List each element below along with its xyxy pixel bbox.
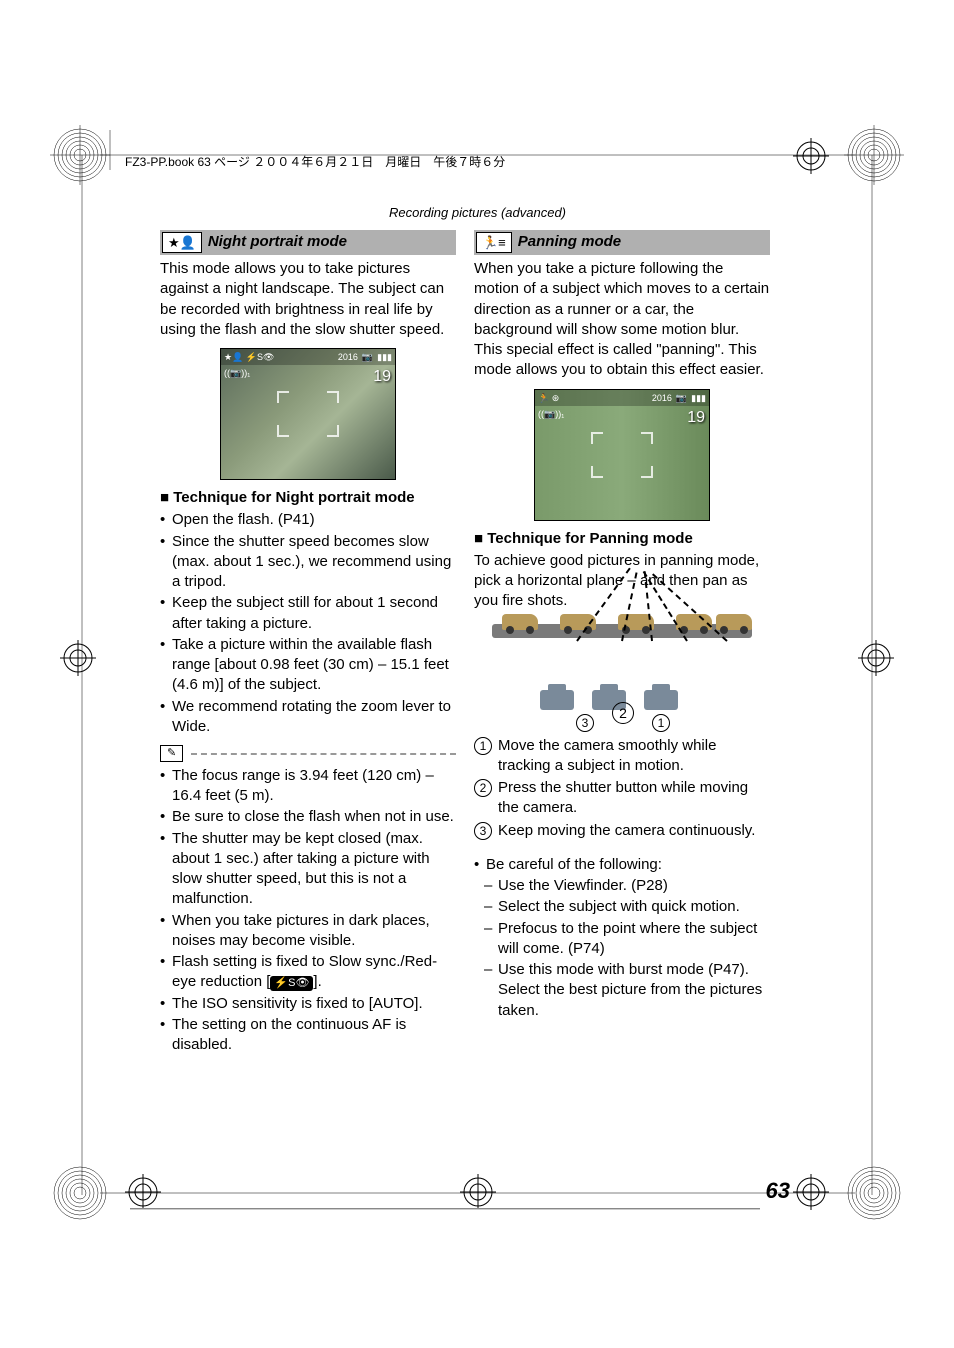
panning-photo: 🏃 ⊛ 2016 📷 ▮▮▮ ((📷))₁ 19 (534, 389, 710, 521)
panning-header: 🏃≡ Panning mode (474, 230, 770, 256)
panning-technique-intro: To achieve good pictures in panning mode… (474, 551, 770, 612)
night-technique-list: •Open the flash. (P41) •Since the shutte… (160, 510, 456, 737)
tech-item: Keep the subject still for about 1 secon… (172, 593, 456, 634)
careful-item: Use this mode with burst mode (P47). Sel… (498, 960, 770, 1021)
step-num: 3 (474, 822, 492, 840)
night-technique-heading: Technique for Night portrait mode (160, 488, 456, 508)
osd-count: 19 (373, 366, 391, 388)
note-item: The ISO sensitivity is fixed to [AUTO]. (172, 994, 456, 1014)
panning-numbered-list: 1 Move the camera smoothly while tracking… (474, 736, 770, 841)
diagram-num-3: 3 (576, 714, 594, 732)
panning-intro: When you take a picture following the mo… (474, 259, 770, 381)
panning-technique-heading: Technique for Panning mode (474, 529, 770, 549)
panning-title: Panning mode (518, 232, 621, 252)
step-num: 2 (474, 779, 492, 797)
osd-stab: ((📷))₁ (224, 367, 250, 379)
right-column: 🏃≡ Panning mode When you take a picture … (474, 230, 770, 1057)
note-item: The focus range is 3.94 feet (120 cm) – … (172, 766, 456, 807)
two-columns: ★👤 Night portrait mode This mode allows … (65, 230, 890, 1057)
tech-item: Take a picture within the available flas… (172, 635, 456, 696)
night-portrait-photo: ★👤 ⚡S👁 2016 📷 ▮▮▮ ((📷))₁ 19 (220, 348, 396, 480)
osd-battery: ▮▮▮ (691, 392, 706, 404)
photo-osd-top: 🏃 ⊛ 2016 📷 ▮▮▮ (535, 390, 709, 406)
note-divider: ✎ (160, 745, 456, 762)
osd-battery: ▮▮▮ (377, 351, 392, 363)
step-text: Press the shutter button while moving th… (498, 778, 770, 819)
night-portrait-title: Night portrait mode (208, 232, 347, 252)
osd-count: 19 (687, 407, 705, 429)
careful-item: Prefocus to the point where the subject … (498, 919, 770, 960)
careful-list: –Use the Viewfinder. (P28) –Select the s… (474, 876, 770, 1021)
note-item: The setting on the continuous AF is disa… (172, 1015, 456, 1056)
page-number: 63 (766, 1176, 790, 1206)
panning-diagram: 1 2 3 (492, 618, 752, 728)
photo-osd-top: ★👤 ⚡S👁 2016 📷 ▮▮▮ (221, 349, 395, 365)
night-portrait-header: ★👤 Night portrait mode (160, 230, 456, 256)
osd-rec-icon: 📷 (362, 351, 373, 363)
careful-item: Use the Viewfinder. (P28) (498, 876, 668, 896)
step-text: Keep moving the camera continuously. (498, 821, 755, 841)
note-icon: ✎ (160, 745, 183, 762)
diagram-num-2: 2 (612, 702, 634, 724)
panning-icon: 🏃≡ (476, 232, 512, 254)
book-header-line: FZ3-PP.book 63 ページ ２００４年６月２１日 月曜日 午後７時６分 (125, 154, 505, 170)
osd-rec-icon: 📷 (676, 392, 687, 404)
night-notes-list: •The focus range is 3.94 feet (120 cm) –… (160, 766, 456, 1056)
section-label: Recording pictures (advanced) (65, 204, 890, 222)
osd-left-icons: ★👤 ⚡S👁 (224, 351, 274, 363)
left-column: ★👤 Night portrait mode This mode allows … (160, 230, 456, 1057)
note-item: Be sure to close the flash when not in u… (172, 807, 456, 827)
osd-left-icons: 🏃 ⊛ (538, 392, 559, 404)
step-text: Move the camera smoothly while tracking … (498, 736, 770, 777)
step-num: 1 (474, 737, 492, 755)
note-item: When you take pictures in dark places, n… (172, 911, 456, 952)
night-portrait-icon: ★👤 (162, 232, 202, 254)
careful-lead: •Be careful of the following: (474, 855, 770, 875)
osd-size: 2016 (652, 392, 672, 404)
flash-badge: ⚡S👁 (270, 976, 313, 991)
page-container: FZ3-PP.book 63 ページ ２００４年６月２１日 月曜日 午後７時６分… (65, 130, 890, 1220)
tech-item: Since the shutter speed becomes slow (ma… (172, 532, 456, 593)
note-item-flash: Flash setting is fixed to Slow sync./Red… (172, 952, 456, 993)
diagram-num-1: 1 (652, 714, 670, 732)
note-item: The shutter may be kept closed (max. abo… (172, 829, 456, 910)
night-portrait-intro: This mode allows you to take pictures ag… (160, 259, 456, 340)
careful-item: Select the subject with quick motion. (498, 897, 740, 917)
tech-item: Open the flash. (P41) (172, 510, 456, 530)
osd-stab: ((📷))₁ (538, 408, 564, 420)
tech-item: We recommend rotating the zoom lever to … (172, 697, 456, 738)
osd-size: 2016 (338, 351, 358, 363)
page-number-rule (130, 1208, 760, 1210)
